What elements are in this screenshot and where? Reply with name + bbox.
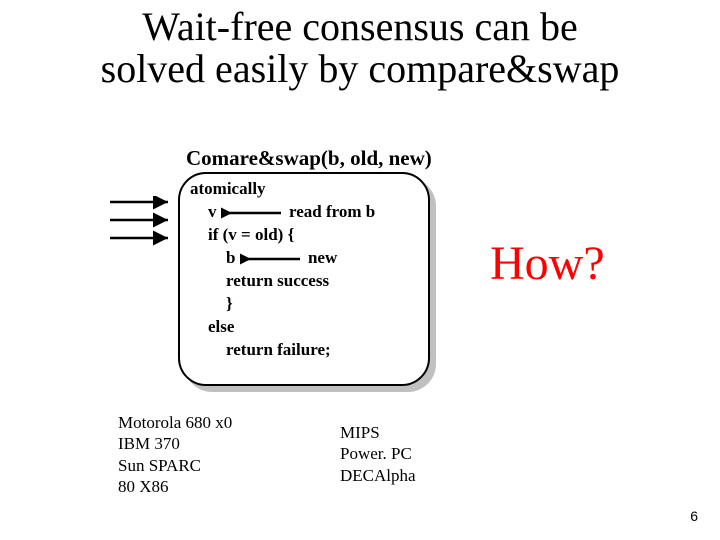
title-line-2: solved easily by compare&swap	[0, 48, 720, 90]
code-l5: return success	[190, 270, 375, 293]
page-number: 6	[690, 508, 698, 524]
cpu-right-0: MIPS	[340, 422, 416, 443]
cpu-left-1: IBM 370	[118, 433, 232, 454]
code-l8: return failure;	[190, 339, 375, 362]
assign-arrow-icon	[221, 206, 285, 220]
code-l7: else	[190, 316, 375, 339]
assign-arrow-icon	[240, 252, 304, 266]
code-l6: }	[190, 293, 375, 316]
code-l2b: read from b	[289, 202, 375, 221]
code-l2a: v	[208, 202, 217, 221]
cpu-right-2: DECAlpha	[340, 465, 416, 486]
threads-arrows	[110, 196, 180, 258]
cpu-list-left: Motorola 680 x0 IBM 370 Sun SPARC 80 X86	[118, 412, 232, 497]
code-l4b: new	[308, 248, 337, 267]
slide-title: Wait-free consensus can be solved easily…	[0, 6, 720, 90]
cpu-list-right: MIPS Power. PC DECAlpha	[340, 422, 416, 486]
code-l4a: b	[226, 248, 235, 267]
code-l3: if (v = old) {	[190, 224, 375, 247]
how-callout: How?	[490, 236, 605, 291]
code-l1: atomically	[190, 178, 375, 201]
title-line-1: Wait-free consensus can be	[0, 6, 720, 48]
code-body: atomically v read from b if (v = old) { …	[190, 178, 375, 362]
cpu-right-1: Power. PC	[340, 443, 416, 464]
cpu-left-2: Sun SPARC	[118, 455, 232, 476]
cpu-left-3: 80 X86	[118, 476, 232, 497]
cpu-left-0: Motorola 680 x0	[118, 412, 232, 433]
code-l2: v read from b	[190, 201, 375, 224]
code-header: Comare&swap(b, old, new)	[186, 146, 432, 171]
code-l4: b new	[190, 247, 375, 270]
